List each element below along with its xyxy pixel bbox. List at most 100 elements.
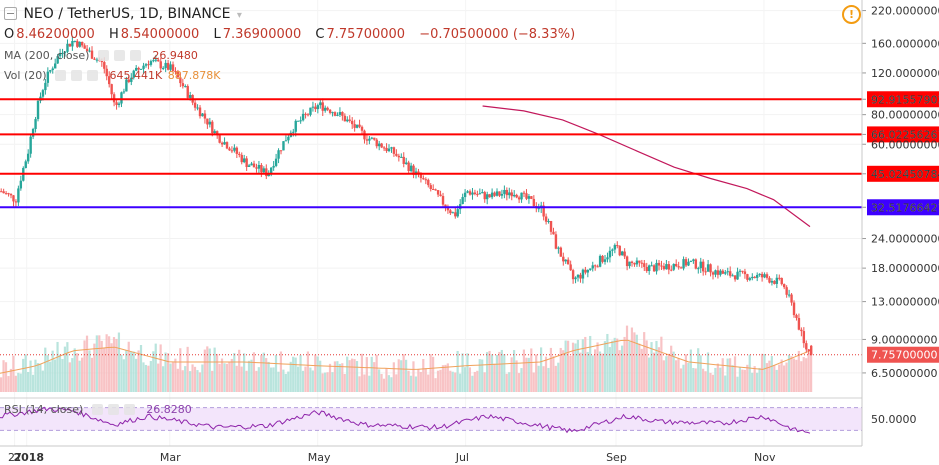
candle-body bbox=[400, 156, 403, 158]
volume-bar bbox=[731, 365, 734, 392]
ma-legend[interactable]: MA (200, close) 26.9480 bbox=[4, 49, 200, 62]
volume-bar bbox=[316, 356, 319, 392]
candle-body bbox=[130, 77, 133, 82]
volume-bar bbox=[559, 347, 562, 392]
volume-bar bbox=[409, 375, 413, 392]
volume-bar bbox=[461, 353, 464, 392]
candle-body bbox=[56, 56, 59, 64]
volume-bar bbox=[621, 345, 624, 392]
candle-body bbox=[780, 278, 783, 285]
volume-bar bbox=[137, 350, 140, 392]
candle-body bbox=[692, 259, 695, 261]
candle-body bbox=[775, 277, 779, 284]
candle-body bbox=[93, 58, 96, 60]
candle-body bbox=[603, 259, 607, 262]
eye-icon[interactable] bbox=[97, 50, 109, 61]
candle-body bbox=[800, 329, 803, 332]
candle-body bbox=[579, 274, 582, 279]
candle-body bbox=[282, 141, 285, 151]
close-icon[interactable] bbox=[129, 50, 141, 61]
candle-body bbox=[628, 261, 631, 267]
volume-bar bbox=[692, 367, 695, 392]
gear-icon[interactable] bbox=[71, 70, 83, 81]
last-price-badge bbox=[867, 346, 939, 363]
candle-body bbox=[61, 52, 64, 54]
candle-body bbox=[184, 86, 187, 88]
candle-body bbox=[527, 196, 531, 199]
volume-bar bbox=[792, 358, 796, 392]
x-tick-label: Mar bbox=[160, 451, 181, 464]
gear-icon[interactable] bbox=[107, 404, 119, 415]
rsi-legend[interactable]: RSI (14, close) 26.8280 bbox=[4, 403, 194, 416]
candle-body bbox=[311, 106, 315, 108]
close-label: C bbox=[315, 27, 325, 42]
volume-bar bbox=[110, 343, 113, 392]
volume-bar bbox=[459, 373, 462, 392]
vol-ma-value: 887.878K bbox=[167, 69, 221, 82]
horizontal-levels[interactable]: 92.91557902 66.02256267 45.02450784 32.5176… bbox=[0, 91, 939, 363]
volume-bar bbox=[758, 367, 761, 392]
volume-bar bbox=[299, 355, 302, 392]
candle-body bbox=[493, 192, 496, 196]
volume-bar bbox=[260, 355, 263, 392]
volume-bar bbox=[243, 353, 246, 392]
candle-body bbox=[333, 112, 337, 116]
rsi-line bbox=[0, 406, 811, 434]
candle-body bbox=[679, 267, 683, 269]
candle-body bbox=[274, 158, 278, 166]
volume-bar bbox=[103, 347, 106, 392]
candle-body bbox=[211, 121, 214, 134]
eye-icon[interactable] bbox=[91, 404, 103, 415]
rsi-value: 26.8280 bbox=[146, 403, 192, 416]
candle-body bbox=[19, 180, 23, 189]
gear-icon[interactable] bbox=[113, 50, 125, 61]
volume-bar bbox=[392, 362, 395, 392]
close-icon[interactable] bbox=[123, 404, 135, 415]
symbol-title[interactable]: NEO / TetherUS, 1D, BINANCE bbox=[23, 6, 231, 22]
x-tick-label: Nov bbox=[754, 451, 776, 464]
candle-body bbox=[449, 210, 452, 214]
volume-bar bbox=[112, 337, 116, 392]
volume-bar bbox=[39, 363, 42, 392]
candle-body bbox=[606, 257, 609, 260]
volume-bar bbox=[370, 356, 373, 392]
candle-body bbox=[655, 262, 658, 272]
candle-body bbox=[638, 260, 641, 263]
volume-bar bbox=[508, 372, 511, 392]
candle-body bbox=[348, 119, 351, 121]
minus-box-icon[interactable] bbox=[4, 7, 17, 20]
exclamation-circle-icon[interactable]: ! bbox=[842, 5, 861, 24]
volume-bar bbox=[230, 358, 233, 392]
volume-bar bbox=[640, 348, 643, 392]
candle-body bbox=[797, 318, 801, 330]
volume-bar bbox=[387, 375, 391, 392]
volume-bar bbox=[7, 376, 10, 392]
close-icon[interactable] bbox=[87, 70, 99, 81]
candle-body bbox=[375, 139, 378, 147]
volume-bar bbox=[41, 370, 44, 392]
volume-bar bbox=[120, 354, 123, 392]
price-axis[interactable]: 6.50000000 9.00000000 13.00000000 18.000000… bbox=[861, 0, 939, 446]
candle-body bbox=[456, 209, 459, 217]
candle-body bbox=[520, 192, 523, 200]
candle-body bbox=[562, 256, 565, 262]
x-tick-label: Jul bbox=[455, 451, 469, 464]
eye-icon[interactable] bbox=[55, 70, 67, 81]
volume-bar bbox=[29, 360, 32, 392]
volume-legend[interactable]: Vol (20) 645.441K 887.878K bbox=[4, 69, 222, 82]
volume-bar bbox=[54, 359, 57, 392]
volume-bar bbox=[149, 361, 152, 392]
candle-body bbox=[272, 165, 275, 168]
volume-bar bbox=[365, 357, 368, 392]
candle-body bbox=[385, 147, 388, 152]
volume-bar bbox=[476, 370, 479, 392]
candle-body bbox=[716, 270, 720, 275]
candle-body bbox=[508, 192, 511, 196]
volume-bar bbox=[606, 333, 609, 392]
candle-body bbox=[110, 84, 113, 95]
volume-bar bbox=[586, 351, 589, 392]
volume-bar bbox=[697, 348, 700, 392]
chevron-down-icon[interactable]: ▾ bbox=[236, 10, 242, 21]
